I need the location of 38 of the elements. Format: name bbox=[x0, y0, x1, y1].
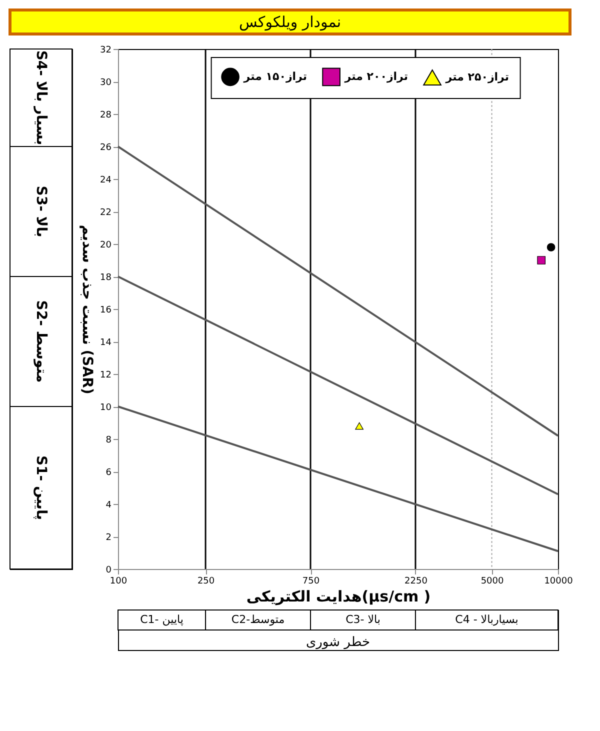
text: S2- متوسط bbox=[33, 300, 49, 383]
legend-label: تراز۲۵۰ متر bbox=[444, 70, 510, 84]
y-tick-label: 0 bbox=[106, 566, 112, 576]
y-tick-label: 18 bbox=[100, 273, 112, 283]
x-tick-label: 100 bbox=[110, 576, 128, 586]
x-tick-label: 2250 bbox=[404, 576, 428, 586]
chart-title: نمودار ویلکوکس bbox=[238, 13, 342, 31]
y-tick-label: 16 bbox=[100, 306, 112, 316]
y-tick-label: 22 bbox=[100, 208, 112, 218]
y-tick-label: 20 bbox=[100, 240, 112, 250]
x-tick-label: 250 bbox=[197, 576, 215, 586]
y-tick-label: 24 bbox=[100, 176, 112, 186]
text: S4- بسیار بالا bbox=[33, 50, 49, 146]
y-tick-label: 8 bbox=[106, 436, 112, 446]
y-tick-label: 32 bbox=[100, 46, 112, 56]
text: S1- پایین bbox=[33, 455, 49, 520]
y-tick-label: 14 bbox=[100, 338, 112, 348]
text: C4 - بسیاربالا bbox=[455, 613, 518, 626]
text: خطر شوری bbox=[306, 635, 370, 650]
x-tick-label: 5000 bbox=[480, 576, 504, 586]
legend-label: تراز۲۰۰ متر bbox=[344, 70, 408, 83]
y-tick-label: 2 bbox=[106, 533, 112, 543]
text: C3- بالا bbox=[346, 613, 380, 626]
y-tick-label: 6 bbox=[106, 468, 112, 478]
x-tick-label: 750 bbox=[302, 576, 320, 586]
text: C1- پایین bbox=[140, 613, 184, 626]
y-tick-label: 28 bbox=[100, 110, 112, 120]
y-axis-title: نسبت جذب سدیم (SAR) bbox=[79, 224, 96, 394]
text: C2-متوسط bbox=[231, 613, 285, 626]
y-tick-label: 30 bbox=[100, 78, 112, 88]
legend-label: تراز۱۵۰ متر bbox=[242, 70, 308, 83]
x-tick-label: 10000 bbox=[544, 576, 574, 586]
x-axis-title: هدایت الکتریکی(µs/cm ) bbox=[246, 588, 431, 606]
y-tick-label: 12 bbox=[100, 370, 112, 380]
y-tick-label: 10 bbox=[100, 403, 112, 413]
text: S3- بالا bbox=[33, 186, 49, 238]
y-tick-label: 4 bbox=[106, 500, 112, 510]
y-tick-label: 26 bbox=[100, 143, 112, 153]
